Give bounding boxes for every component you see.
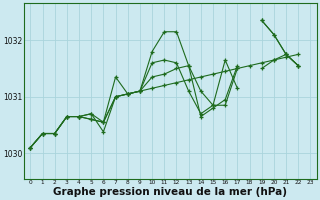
X-axis label: Graphe pression niveau de la mer (hPa): Graphe pression niveau de la mer (hPa)	[53, 187, 287, 197]
